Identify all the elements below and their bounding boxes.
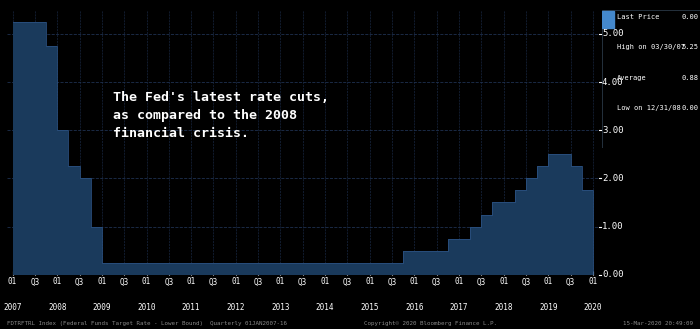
- Text: The Fed's latest rate cuts,
as compared to the 2008
financial crisis.: The Fed's latest rate cuts, as compared …: [113, 91, 330, 140]
- Text: Average: Average: [617, 75, 647, 81]
- Text: 1.00: 1.00: [602, 222, 624, 231]
- Text: Low on 12/31/08: Low on 12/31/08: [617, 105, 680, 111]
- Text: 0.00: 0.00: [681, 14, 698, 20]
- Text: 5.25: 5.25: [681, 44, 698, 50]
- Text: 15-Mar-2020 20:49:09: 15-Mar-2020 20:49:09: [623, 321, 693, 326]
- Text: 0.88: 0.88: [681, 75, 698, 81]
- Text: 2014: 2014: [316, 303, 335, 312]
- Text: 2020: 2020: [584, 303, 602, 312]
- Text: 2012: 2012: [227, 303, 245, 312]
- Text: 5.00: 5.00: [602, 30, 624, 38]
- Text: 2.00: 2.00: [602, 174, 624, 183]
- Text: 2011: 2011: [182, 303, 200, 312]
- Text: 2009: 2009: [92, 303, 111, 312]
- Text: Last Price: Last Price: [617, 14, 659, 20]
- Text: 0.00: 0.00: [602, 270, 624, 279]
- Text: 2013: 2013: [271, 303, 290, 312]
- Bar: [602, 11, 614, 28]
- Text: FDTRFTRL Index (Federal Funds Target Rate - Lower Bound)  Quarterly 01JAN2007-16: FDTRFTRL Index (Federal Funds Target Rat…: [7, 321, 287, 326]
- Text: Copyright© 2020 Bloomberg Finance L.P.: Copyright© 2020 Bloomberg Finance L.P.: [364, 321, 497, 326]
- Text: 2018: 2018: [494, 303, 513, 312]
- Text: 4.00: 4.00: [602, 78, 624, 87]
- Text: 2015: 2015: [360, 303, 379, 312]
- Text: 2019: 2019: [539, 303, 557, 312]
- Text: 2017: 2017: [449, 303, 468, 312]
- Text: 2010: 2010: [137, 303, 156, 312]
- Text: 3.00: 3.00: [602, 126, 624, 135]
- Text: 2016: 2016: [405, 303, 424, 312]
- Text: 0.00: 0.00: [681, 105, 698, 111]
- Text: 2007: 2007: [4, 303, 22, 312]
- Text: 2008: 2008: [48, 303, 66, 312]
- Text: High on 03/30/07: High on 03/30/07: [617, 44, 685, 50]
